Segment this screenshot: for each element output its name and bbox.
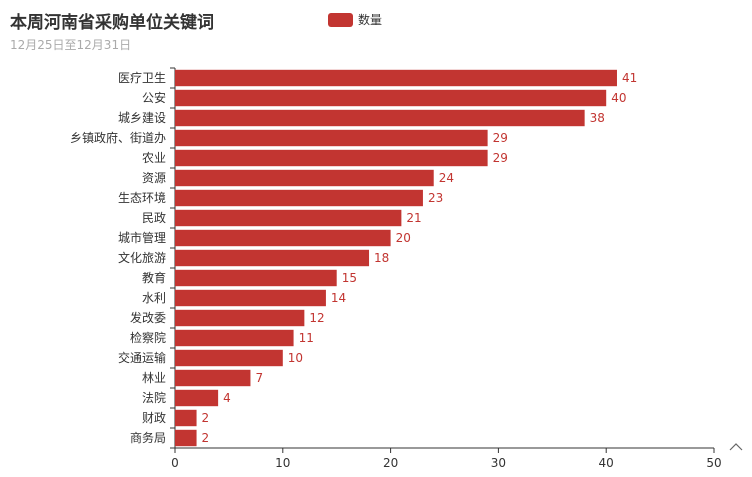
value-label: 18 xyxy=(374,251,389,265)
bar[interactable] xyxy=(175,349,283,367)
value-label: 29 xyxy=(493,131,508,145)
value-label: 7 xyxy=(255,371,263,385)
value-label: 24 xyxy=(439,171,454,185)
bar[interactable] xyxy=(175,389,219,407)
bar[interactable] xyxy=(175,109,585,127)
category-label: 文化旅游 xyxy=(118,250,166,265)
value-label: 12 xyxy=(309,311,324,325)
legend-item[interactable]: 数量 xyxy=(328,11,382,28)
value-label: 15 xyxy=(342,271,357,285)
category-label: 医疗卫生 xyxy=(118,71,166,85)
category-label: 检察院 xyxy=(130,330,166,345)
legend-swatch xyxy=(328,12,353,27)
bar[interactable] xyxy=(175,69,617,87)
bar[interactable] xyxy=(175,89,607,107)
bar[interactable] xyxy=(175,269,337,287)
legend-label: 数量 xyxy=(358,13,383,27)
category-label: 林业 xyxy=(142,371,166,385)
category-label: 生态环境 xyxy=(118,190,166,205)
category-label: 民政 xyxy=(142,211,166,225)
category-label: 水利 xyxy=(142,291,166,305)
value-label: 11 xyxy=(299,331,314,345)
value-label: 23 xyxy=(428,191,443,205)
category-label: 法院 xyxy=(142,391,166,405)
bar[interactable] xyxy=(175,229,391,247)
value-label: 4 xyxy=(223,391,231,405)
bar[interactable] xyxy=(175,309,305,327)
x-tick-label: 50 xyxy=(706,456,721,470)
zoom-tool-icon[interactable] xyxy=(728,440,744,460)
value-label: 29 xyxy=(493,151,508,165)
value-label: 2 xyxy=(202,411,210,425)
x-tick-label: 30 xyxy=(491,456,506,470)
category-label: 发改委 xyxy=(130,310,166,325)
value-label: 20 xyxy=(396,231,411,245)
category-label: 教育 xyxy=(142,270,166,285)
bar[interactable] xyxy=(175,149,488,167)
category-label: 财政 xyxy=(142,411,166,425)
category-label: 城乡建设 xyxy=(118,111,166,125)
bar[interactable] xyxy=(175,209,402,227)
value-label: 10 xyxy=(288,351,303,365)
category-label: 交通运输 xyxy=(118,350,166,365)
value-label: 21 xyxy=(406,211,421,225)
bar[interactable] xyxy=(175,169,434,187)
category-label: 乡镇政府、街道办 xyxy=(70,130,166,145)
x-tick-label: 40 xyxy=(599,456,614,470)
value-label: 41 xyxy=(622,71,637,85)
category-label: 城市管理 xyxy=(118,230,166,245)
value-label: 2 xyxy=(202,431,210,445)
bar[interactable] xyxy=(175,409,197,427)
value-label: 40 xyxy=(611,91,626,105)
x-tick-label: 20 xyxy=(383,456,398,470)
chart-subtitle: 12月25日至12月31日 xyxy=(10,38,132,52)
x-tick-label: 0 xyxy=(171,456,179,470)
bar[interactable] xyxy=(175,189,423,207)
chart-title: 本周河南省采购单位关键词 xyxy=(10,13,214,33)
value-label: 14 xyxy=(331,291,346,305)
category-label: 农业 xyxy=(142,151,166,165)
x-tick-label: 10 xyxy=(275,456,290,470)
category-label: 公安 xyxy=(142,90,166,105)
bar[interactable] xyxy=(175,129,488,147)
category-label: 资源 xyxy=(142,171,166,185)
bar[interactable] xyxy=(175,249,370,267)
value-label: 38 xyxy=(590,111,605,125)
bar[interactable] xyxy=(175,369,251,387)
category-label: 商务局 xyxy=(130,430,166,445)
bar[interactable] xyxy=(175,289,326,307)
bar[interactable] xyxy=(175,429,197,447)
bar[interactable] xyxy=(175,329,294,347)
